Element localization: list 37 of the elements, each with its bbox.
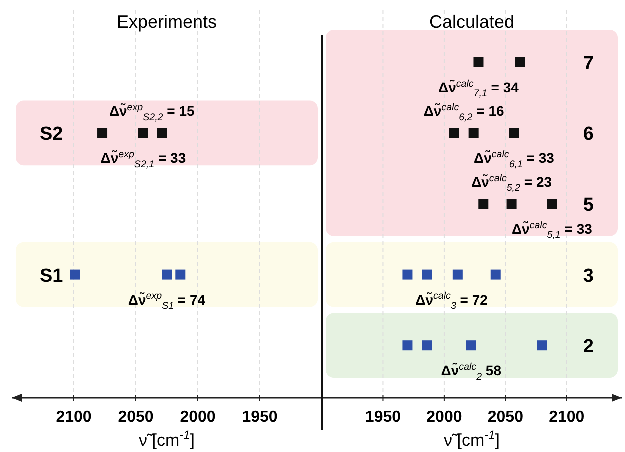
x-tick-label: 2050 — [118, 409, 154, 426]
y-tick-label: 7 — [583, 53, 594, 74]
chart-title: Experiments — [116, 12, 218, 32]
x-tick-label: 2050 — [488, 409, 524, 426]
annotation: Δν̃$^{calc}$$_{7,1}$ = 34 — [438, 78, 520, 100]
annotation: Δν̃$^{exp}$$_{S2,1}$ = 33 — [100, 150, 186, 170]
point — [490, 270, 501, 280]
point — [515, 57, 526, 68]
x-axis-title: ν̃ [cm$^{-1}$] — [444, 428, 500, 450]
x-tick-label: 2100 — [549, 409, 585, 426]
annotation: Δν̃$^{calc}$$_{3}$ = 72 — [416, 291, 488, 312]
x-tick-label: 2000 — [180, 409, 216, 426]
annotation: Δν̃$^{calc}$$_{2}$ 58 — [441, 362, 502, 383]
annotation: Δν̃$^{exp}$$_{S1}$ = 74 — [128, 291, 206, 312]
x-tick-label: 2100 — [56, 409, 92, 426]
x-axis-title: ν̃ [cm$^{-1}$] — [139, 428, 195, 450]
annotation: Δν̃$^{calc}$$_{5,2}$ = 23 — [472, 173, 552, 194]
point — [478, 199, 489, 209]
x-tick-label: 1950 — [365, 409, 402, 426]
y-tick-label: 3 — [583, 266, 594, 287]
y-tick-label: S1 — [40, 266, 64, 287]
x-tick-label: 2000 — [426, 409, 462, 426]
annotation: Δν̃$^{calc}$$_{6,1}$ = 33 — [474, 150, 555, 170]
x-tick-label: 1950 — [242, 409, 278, 426]
annotation: Δν̃$^{calc}$$_{6,2}$ = 16 — [424, 102, 504, 124]
point — [449, 128, 460, 138]
point — [537, 340, 548, 351]
point — [506, 199, 517, 209]
point — [468, 128, 479, 138]
y-tick-label: 2 — [583, 336, 594, 358]
y-tick-label: 6 — [583, 124, 594, 146]
y-tick-label: 5 — [583, 195, 594, 216]
chart-title: Calculated — [429, 12, 515, 32]
annotation: Δν̃$^{exp}$$_{S2,2}$ = 15 — [109, 102, 195, 124]
y-tick-label: S2 — [40, 124, 64, 146]
point — [474, 57, 484, 68]
annotation: Δν̃$^{calc}$$_{5,1}$ = 33 — [512, 220, 593, 242]
